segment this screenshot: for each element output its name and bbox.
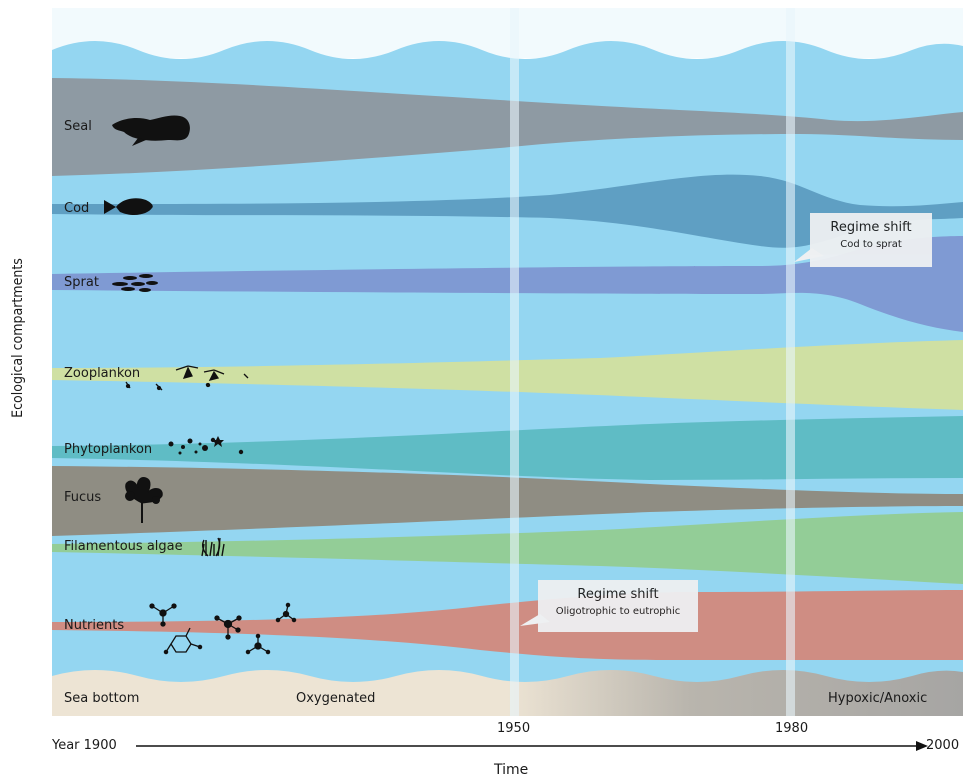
callout-oligotrophic-to-eutrophic: Regime shift Oligotrophic to eutrophic [538,580,698,632]
label-phytoplankton: Phytoplankon [64,442,153,457]
label-sprat: Sprat [64,275,99,290]
callout-cod-to-sprat: Regime shift Cod to sprat [810,213,932,267]
sea-bottom-band [52,670,963,716]
callout-title: Regime shift [830,220,912,235]
fucus-icon [125,477,163,523]
label-nutrients: Nutrients [64,618,125,633]
x-axis-label: Time [494,762,529,778]
callout-subtitle: Cod to sprat [840,239,902,250]
axis-end-label: 2000 [926,738,960,753]
time-axis-arrowhead [916,741,928,751]
seal-icon [112,115,190,146]
label-zooplankton: Zooplankon [64,366,141,381]
callout-title: Regime shift [577,587,659,602]
y-axis-label: Ecological compartments [10,258,26,418]
seal-band [52,78,963,176]
label-oxygenated: Oxygenated [296,691,376,706]
zooplankton-icon [125,365,249,391]
label-hypoxic-anoxic: Hypoxic/Anoxic [828,691,928,706]
marker-1950 [510,8,519,716]
phytoplankton-band [52,416,963,480]
label-seal: Seal [64,119,92,134]
marker-1980 [786,8,795,716]
tick-1980: 1980 [775,721,809,736]
label-fucus: Fucus [64,490,102,505]
phytoplankton-icon [168,436,244,455]
tick-1950: 1950 [497,721,531,736]
label-cod: Cod [64,201,90,216]
callout-subtitle: Oligotrophic to eutrophic [555,606,681,617]
nutrients-band [52,590,963,660]
sprat-band [52,236,963,332]
label-sea-bottom: Sea bottom [64,691,140,706]
sprat-icon [112,274,158,292]
cod-band [52,174,963,248]
filamentous-algae-icon [201,537,225,557]
cod-icon [104,198,153,215]
label-filamentous-algae: Filamentous algae [64,539,183,554]
zooplankton-band [52,340,963,410]
fucus-band [52,466,963,536]
filamentous-algae-band [52,512,963,584]
nutrients-icon [149,602,297,655]
axis-start-label: Year 1900 [52,738,117,753]
